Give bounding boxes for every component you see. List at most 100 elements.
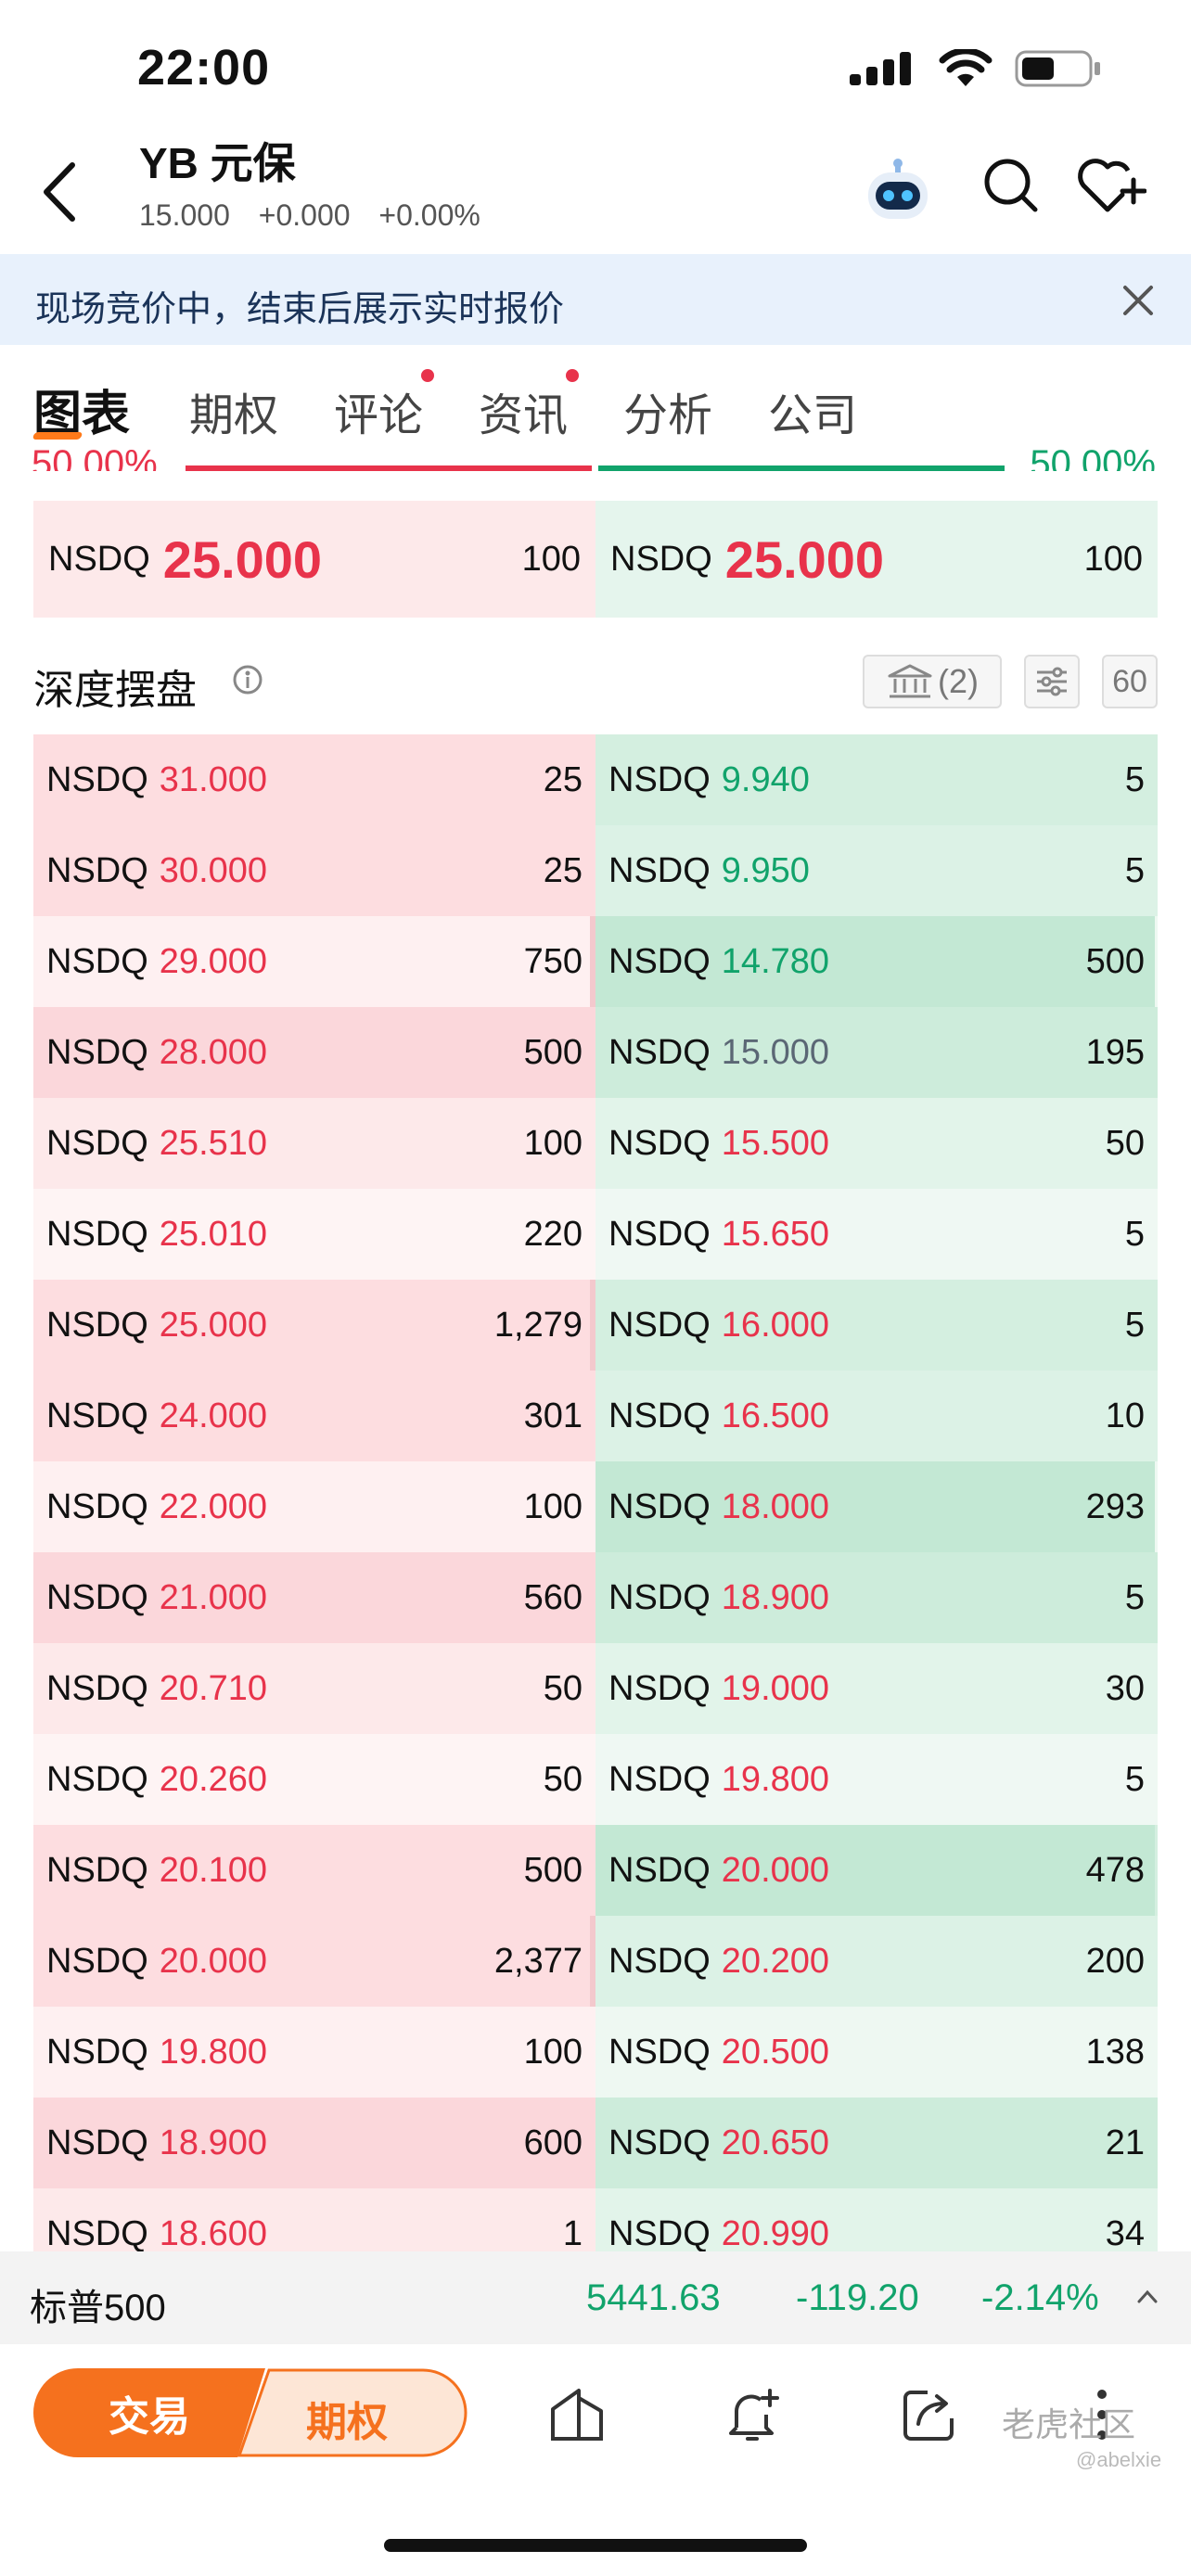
ask-level[interactable]: NSDQ 15.650 5 [596, 1189, 1158, 1280]
bid-price: 20.000 [159, 1941, 268, 1981]
bid-level[interactable]: NSDQ 25.510 100 [33, 1098, 596, 1189]
options-button-label[interactable]: 期权 [306, 2400, 388, 2445]
ask-level[interactable]: NSDQ 9.940 5 [596, 734, 1158, 825]
add-watchlist-heart-icon[interactable] [1076, 156, 1146, 215]
ask-qty: 138 [1085, 2032, 1145, 2072]
share-icon[interactable] [900, 2385, 959, 2444]
book-row: NSDQ 18.600 1 NSDQ 20.990 34 [33, 2188, 1158, 2251]
tab-options[interactable]: 期权 [189, 391, 279, 440]
depth-settings-button[interactable] [1024, 655, 1080, 708]
bid-level[interactable]: NSDQ 20.260 50 [33, 1734, 596, 1825]
ask-level[interactable]: NSDQ 16.000 5 [596, 1280, 1158, 1371]
ask-volume-bar [596, 1461, 1155, 1552]
depth-levels-button[interactable]: 60 [1102, 655, 1158, 708]
broker-queue-button[interactable]: (2) [863, 655, 1002, 708]
home-indicator [384, 2539, 807, 2552]
tab-news-badge [566, 369, 579, 382]
bid-ratio-bar [186, 465, 592, 471]
ask-exchange: NSDQ [608, 2123, 711, 2162]
more-icon[interactable] [1083, 2385, 1121, 2444]
ticker-change: +0.000 [258, 198, 351, 232]
bid-price: 25.000 [159, 1305, 268, 1345]
bid-level[interactable]: NSDQ 22.000 100 [33, 1461, 596, 1552]
bid-volume-bar [589, 916, 596, 1007]
price-alert-icon[interactable] [724, 2385, 783, 2444]
ask-qty: 5 [1124, 1305, 1145, 1345]
bid-exchange: NSDQ [46, 2123, 148, 2162]
ask-exchange: NSDQ [608, 1214, 711, 1254]
index-ticker-bar[interactable] [0, 2251, 1191, 2344]
ask-level[interactable]: NSDQ 19.800 5 [596, 1734, 1158, 1825]
bid-qty: 1,279 [493, 1305, 583, 1345]
ask-level[interactable]: NSDQ 16.500 10 [596, 1371, 1158, 1461]
bid-level[interactable]: NSDQ 29.000 750 [33, 916, 596, 1007]
bid-exchange: NSDQ [46, 1032, 148, 1072]
trade-button[interactable]: 交易 [33, 2368, 265, 2457]
tab-news[interactable]: 资讯 [479, 391, 569, 440]
bid-level[interactable]: NSDQ 20.000 2,377 [33, 1916, 596, 2007]
tab-comments[interactable]: 评论 [334, 391, 424, 440]
options-button[interactable] [237, 2368, 467, 2457]
ask-level[interactable]: NSDQ 20.500 138 [596, 2007, 1158, 2098]
bid-level[interactable]: NSDQ 20.710 50 [33, 1643, 596, 1734]
tab-analysis[interactable]: 分析 [623, 391, 713, 440]
bid-level[interactable]: NSDQ 25.010 220 [33, 1189, 596, 1280]
best-bid-qty: 100 [521, 539, 581, 579]
holdings-icon[interactable] [547, 2385, 607, 2444]
bid-level[interactable]: NSDQ 30.000 25 [33, 825, 596, 916]
ask-level[interactable]: NSDQ 18.000 293 [596, 1461, 1158, 1552]
bid-qty: 1 [562, 2213, 583, 2252]
ask-level[interactable]: NSDQ 19.000 30 [596, 1643, 1158, 1734]
ask-exchange: NSDQ [608, 759, 711, 799]
ask-level[interactable]: NSDQ 18.900 5 [596, 1552, 1158, 1643]
best-ask: NSDQ 25.000 100 [596, 501, 1158, 618]
best-bid: NSDQ 25.000 100 [33, 501, 596, 618]
close-icon[interactable] [1120, 282, 1157, 319]
bid-level[interactable]: NSDQ 18.600 1 [33, 2188, 596, 2251]
best-bid-exchange: NSDQ [48, 539, 150, 579]
search-icon[interactable] [981, 156, 1041, 215]
book-row: NSDQ 25.000 1,279 NSDQ 16.000 5 [33, 1280, 1158, 1371]
ask-level[interactable]: NSDQ 14.780 500 [596, 916, 1158, 1007]
book-row: NSDQ 30.000 25 NSDQ 9.950 5 [33, 825, 1158, 916]
book-row: NSDQ 22.000 100 NSDQ 18.000 293 [33, 1461, 1158, 1552]
ask-exchange: NSDQ [608, 1759, 711, 1799]
ask-price: 20.650 [721, 2123, 830, 2162]
best-ask-qty: 100 [1083, 539, 1143, 579]
info-icon[interactable] [232, 664, 263, 695]
ask-qty: 500 [1085, 941, 1145, 981]
bid-level[interactable]: NSDQ 24.000 301 [33, 1371, 596, 1461]
bid-level[interactable]: NSDQ 21.000 560 [33, 1552, 596, 1643]
ask-level[interactable]: NSDQ 15.000 195 [596, 1007, 1158, 1098]
bid-level[interactable]: NSDQ 28.000 500 [33, 1007, 596, 1098]
bid-level[interactable]: NSDQ 18.900 600 [33, 2098, 596, 2188]
bid-price: 28.000 [159, 1032, 268, 1072]
wifi-icon [939, 49, 992, 86]
battery-icon [1015, 50, 1100, 87]
ask-level[interactable]: NSDQ 20.000 478 [596, 1825, 1158, 1916]
bid-price: 29.000 [159, 941, 268, 981]
bid-qty: 560 [523, 1577, 583, 1617]
bid-level[interactable]: NSDQ 31.000 25 [33, 734, 596, 825]
bid-price: 22.000 [159, 1486, 268, 1526]
bid-qty: 50 [543, 1668, 583, 1708]
bid-level[interactable]: NSDQ 25.000 1,279 [33, 1280, 596, 1371]
robot-assistant-icon[interactable] [863, 156, 933, 226]
ask-level[interactable]: NSDQ 20.650 21 [596, 2098, 1158, 2188]
bid-level[interactable]: NSDQ 19.800 100 [33, 2007, 596, 2098]
bid-price: 25.010 [159, 1214, 268, 1254]
chevron-up-icon[interactable] [1133, 2283, 1161, 2311]
ask-level[interactable]: NSDQ 20.990 34 [596, 2188, 1158, 2251]
bid-price: 21.000 [159, 1577, 268, 1617]
tab-company[interactable]: 公司 [768, 391, 858, 440]
bid-exchange: NSDQ [46, 1396, 148, 1435]
ask-qty: 5 [1124, 759, 1145, 799]
bank-icon [888, 664, 932, 698]
back-arrow-icon[interactable] [37, 159, 83, 224]
ask-level[interactable]: NSDQ 20.200 200 [596, 1916, 1158, 2007]
ask-level[interactable]: NSDQ 15.500 50 [596, 1098, 1158, 1189]
ask-qty: 5 [1124, 850, 1145, 890]
status-icons [850, 48, 1102, 89]
bid-level[interactable]: NSDQ 20.100 500 [33, 1825, 596, 1916]
ask-level[interactable]: NSDQ 9.950 5 [596, 825, 1158, 916]
